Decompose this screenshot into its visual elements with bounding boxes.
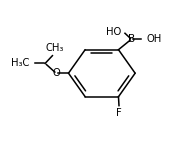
Text: OH: OH xyxy=(146,34,162,44)
Text: CH₃: CH₃ xyxy=(46,43,64,53)
Text: B: B xyxy=(128,34,136,44)
Text: O: O xyxy=(52,68,60,78)
Text: HO: HO xyxy=(106,27,122,37)
Text: F: F xyxy=(116,108,122,118)
Text: H₃C: H₃C xyxy=(11,58,30,68)
